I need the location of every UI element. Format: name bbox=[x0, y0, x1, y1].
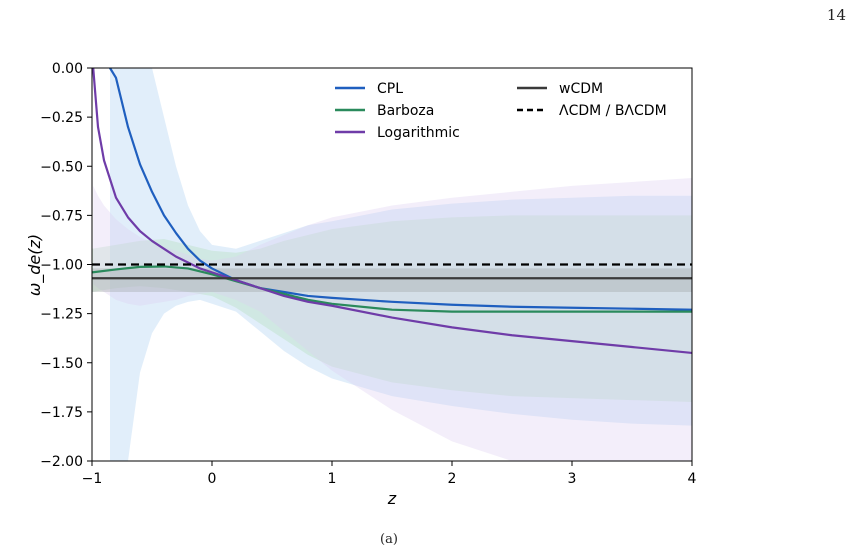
series-lines bbox=[92, 68, 692, 355]
y-tick-label: −1.75 bbox=[40, 405, 83, 421]
logarithmic-line bbox=[92, 68, 692, 355]
x-axis-label: z bbox=[387, 489, 397, 508]
x-tick-label: 4 bbox=[688, 471, 697, 487]
page-number: 14 bbox=[826, 6, 846, 24]
y-tick-label: −0.75 bbox=[40, 208, 83, 224]
x-tick-label: −1 bbox=[82, 471, 103, 487]
y-axis-label: ω_de(z) bbox=[25, 234, 45, 296]
y-tick-label: −2.00 bbox=[40, 454, 83, 470]
figure-caption: (a) bbox=[380, 532, 398, 547]
x-tick-label: 2 bbox=[448, 471, 457, 487]
cpl-legend-label: CPL bbox=[377, 81, 403, 97]
y-axis: 0.00 −0.25 −0.50 −0.75 −1.00 −1.25 −1.50 −1.75 −… bbox=[40, 61, 92, 470]
logarithmic-band bbox=[93, 178, 692, 461]
y-tick-label: −1.50 bbox=[40, 356, 83, 372]
cpl-band bbox=[110, 68, 692, 461]
y-tick-label: 0.00 bbox=[52, 61, 83, 77]
logarithmic-legend-label: Logarithmic bbox=[377, 125, 460, 141]
y-tick-label: −1.25 bbox=[40, 307, 83, 323]
x-tick-label: 1 bbox=[328, 471, 337, 487]
wcdm-band bbox=[92, 268, 692, 293]
barboza-legend-label: Barboza bbox=[377, 103, 434, 119]
legend: CPL Barboza Logarithmic wCDM ΛCDM / BΛCDM bbox=[335, 81, 667, 141]
y-tick-label: −0.50 bbox=[40, 159, 83, 175]
y-tick-label: −0.25 bbox=[40, 110, 83, 126]
x-axis: −1 0 1 2 3 4 bbox=[82, 461, 697, 487]
x-tick-label: 0 bbox=[208, 471, 217, 487]
wcdm-legend-label: wCDM bbox=[559, 81, 603, 97]
x-tick-label: 3 bbox=[568, 471, 577, 487]
cdm-b-cdm-legend-label: ΛCDM / BΛCDM bbox=[559, 103, 667, 119]
y-tick-label: −1.00 bbox=[40, 258, 83, 274]
barboza-line bbox=[92, 265, 692, 313]
